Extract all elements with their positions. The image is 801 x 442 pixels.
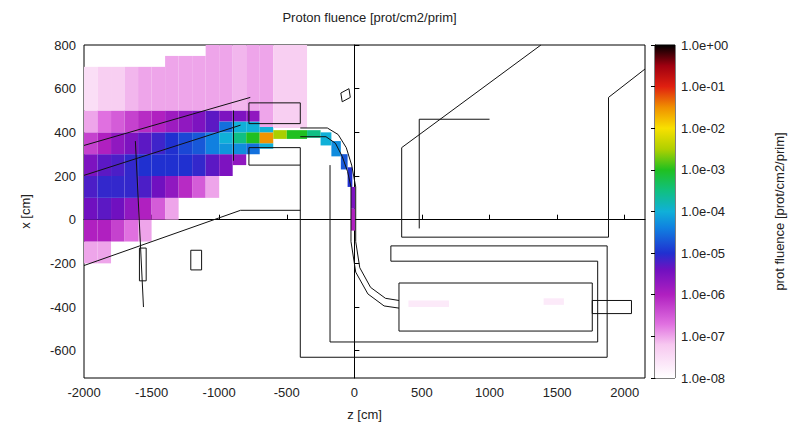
svg-text:-500: -500 (274, 385, 300, 400)
svg-text:-400: -400 (50, 300, 76, 315)
svg-text:2000: 2000 (610, 385, 639, 400)
svg-text:200: 200 (54, 169, 76, 184)
svg-text:800: 800 (54, 38, 76, 53)
svg-text:1.0e-03: 1.0e-03 (681, 162, 725, 177)
svg-text:600: 600 (54, 81, 76, 96)
svg-text:1.0e-01: 1.0e-01 (681, 79, 725, 94)
svg-text:1.0e-04: 1.0e-04 (681, 204, 725, 219)
svg-text:0: 0 (351, 385, 358, 400)
svg-text:1500: 1500 (543, 385, 572, 400)
svg-text:1.0e-07: 1.0e-07 (681, 329, 725, 344)
svg-text:400: 400 (54, 125, 76, 140)
svg-text:500: 500 (411, 385, 433, 400)
svg-text:1000: 1000 (475, 385, 504, 400)
svg-text:-1000: -1000 (203, 385, 236, 400)
svg-text:-200: -200 (50, 256, 76, 271)
svg-text:1.0e-08: 1.0e-08 (681, 371, 725, 386)
svg-text:1.0e+00: 1.0e+00 (681, 38, 728, 53)
svg-text:z [cm]: z [cm] (347, 407, 382, 422)
svg-text:-600: -600 (50, 343, 76, 358)
svg-text:Proton fluence [prot/cm2/prim]: Proton fluence [prot/cm2/prim] (282, 10, 456, 25)
svg-text:1.0e-05: 1.0e-05 (681, 246, 725, 261)
svg-text:prot fluence [prot/cm2/prim]: prot fluence [prot/cm2/prim] (772, 132, 787, 290)
svg-text:1.0e-02: 1.0e-02 (681, 121, 725, 136)
svg-text:0: 0 (69, 212, 76, 227)
svg-text:-2000: -2000 (67, 385, 100, 400)
svg-text:1.0e-06: 1.0e-06 (681, 287, 725, 302)
svg-text:x [cm]: x [cm] (18, 194, 33, 229)
svg-text:-1500: -1500 (135, 385, 168, 400)
